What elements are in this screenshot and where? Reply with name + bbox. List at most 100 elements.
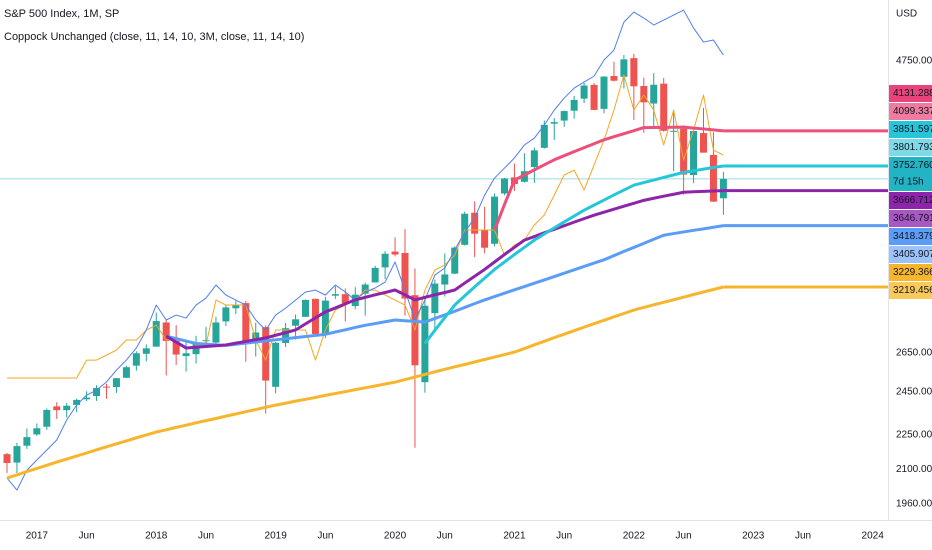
candle-body <box>43 409 51 427</box>
candle-body <box>3 454 11 464</box>
candle-body <box>690 130 698 176</box>
x-tick-label: Jun <box>317 531 333 542</box>
candle-body <box>103 386 110 388</box>
candle-body <box>53 406 61 411</box>
x-tick-label: Jun <box>556 531 572 542</box>
indicator-title: Coppock Unchanged (close, 11, 14, 10, 3M… <box>4 31 304 43</box>
candle-body <box>620 59 628 77</box>
candle-body <box>391 251 399 255</box>
candle-body <box>321 300 329 335</box>
candle-body <box>83 397 91 400</box>
candle-body <box>252 332 260 341</box>
candle-body <box>580 85 588 99</box>
price-label: 3752.7600 <box>893 160 932 171</box>
y-tick-label: 4750.0000 <box>896 56 932 67</box>
candle-body <box>122 367 130 378</box>
indicator-line <box>165 224 724 347</box>
candle-body <box>540 124 548 148</box>
y-tick-label: 2100.0000 <box>896 464 932 475</box>
price-label-box <box>889 120 932 138</box>
candle-body <box>142 348 150 354</box>
price-label: 3418.3794 <box>893 231 932 242</box>
price-label: 3666.7120 <box>893 195 932 206</box>
candle-body <box>550 122 558 124</box>
candle-body <box>481 230 489 248</box>
indicator-line <box>423 164 724 345</box>
candle-body <box>23 437 31 446</box>
price-label-box <box>889 281 932 299</box>
x-tick-label: 2024 <box>862 531 885 542</box>
candle-body <box>341 294 349 304</box>
price-label-box <box>889 84 932 102</box>
x-tick-label: Jun <box>198 531 214 542</box>
price-countdown: 7d 15h <box>893 177 924 188</box>
price-label-box <box>889 156 932 191</box>
price-label-box <box>889 245 932 263</box>
x-tick-label: 2021 <box>503 531 526 542</box>
candle-body <box>112 378 120 388</box>
candle-body <box>162 322 170 341</box>
candle-body <box>441 274 449 285</box>
candle-body <box>431 283 439 314</box>
candle-body <box>421 305 429 383</box>
candle-body <box>630 58 638 87</box>
price-label-box <box>889 102 932 120</box>
candle-body <box>232 305 240 309</box>
price-label-box <box>889 209 932 227</box>
candle-body <box>381 253 389 268</box>
candle-body <box>242 303 250 342</box>
candle-body <box>212 322 220 343</box>
y-tick-label: 2650.0000 <box>896 347 932 358</box>
candle-body <box>530 150 538 168</box>
candle-body <box>282 328 290 343</box>
price-label: 3851.5977 <box>893 124 932 135</box>
price-label-box <box>889 227 932 245</box>
x-tick-label: 2018 <box>145 531 168 542</box>
candle-body <box>361 284 369 294</box>
candle-body <box>680 128 688 175</box>
plot-area <box>0 9 888 491</box>
indicator-line <box>493 125 724 231</box>
candle-body <box>560 111 568 121</box>
price-label-box <box>889 191 932 209</box>
candle-body <box>401 252 409 299</box>
indicator-line <box>165 189 724 350</box>
candle-body <box>73 399 81 405</box>
candle-body <box>292 319 300 326</box>
x-tick-label: Jun <box>79 531 95 542</box>
candle-body <box>700 133 707 153</box>
price-label: 3229.3668 <box>893 267 932 278</box>
candle-body <box>650 84 658 104</box>
axis-unit: USD <box>896 9 917 20</box>
y-tick-label: 2250.0000 <box>896 429 932 440</box>
candle-body <box>272 342 280 387</box>
x-tick-label: 2022 <box>623 531 646 542</box>
candle-body <box>262 327 270 381</box>
candle-body <box>222 307 230 322</box>
candle-body <box>471 212 479 234</box>
candle-body <box>709 154 717 202</box>
candle-body <box>182 353 190 357</box>
x-tick-label: Jun <box>795 531 811 542</box>
candle-body <box>152 321 160 347</box>
candle-body <box>63 405 71 411</box>
x-tick-label: 2019 <box>265 531 288 542</box>
price-label: 4131.2887 <box>893 88 932 99</box>
indicator-line <box>6 285 724 480</box>
candle-body <box>202 340 210 342</box>
candle-body <box>33 428 41 435</box>
candle-body <box>570 99 578 111</box>
candle-body <box>302 299 309 317</box>
price-label-box <box>889 138 932 156</box>
chart-title: S&P 500 Index, 1M, SP <box>4 8 119 20</box>
candle-body <box>132 353 140 366</box>
candle-body <box>719 178 727 199</box>
x-tick-label: 2017 <box>26 531 49 542</box>
candle-body <box>670 130 678 132</box>
candle-body <box>640 85 648 103</box>
candle-body <box>491 196 499 244</box>
candle-body <box>172 340 180 355</box>
